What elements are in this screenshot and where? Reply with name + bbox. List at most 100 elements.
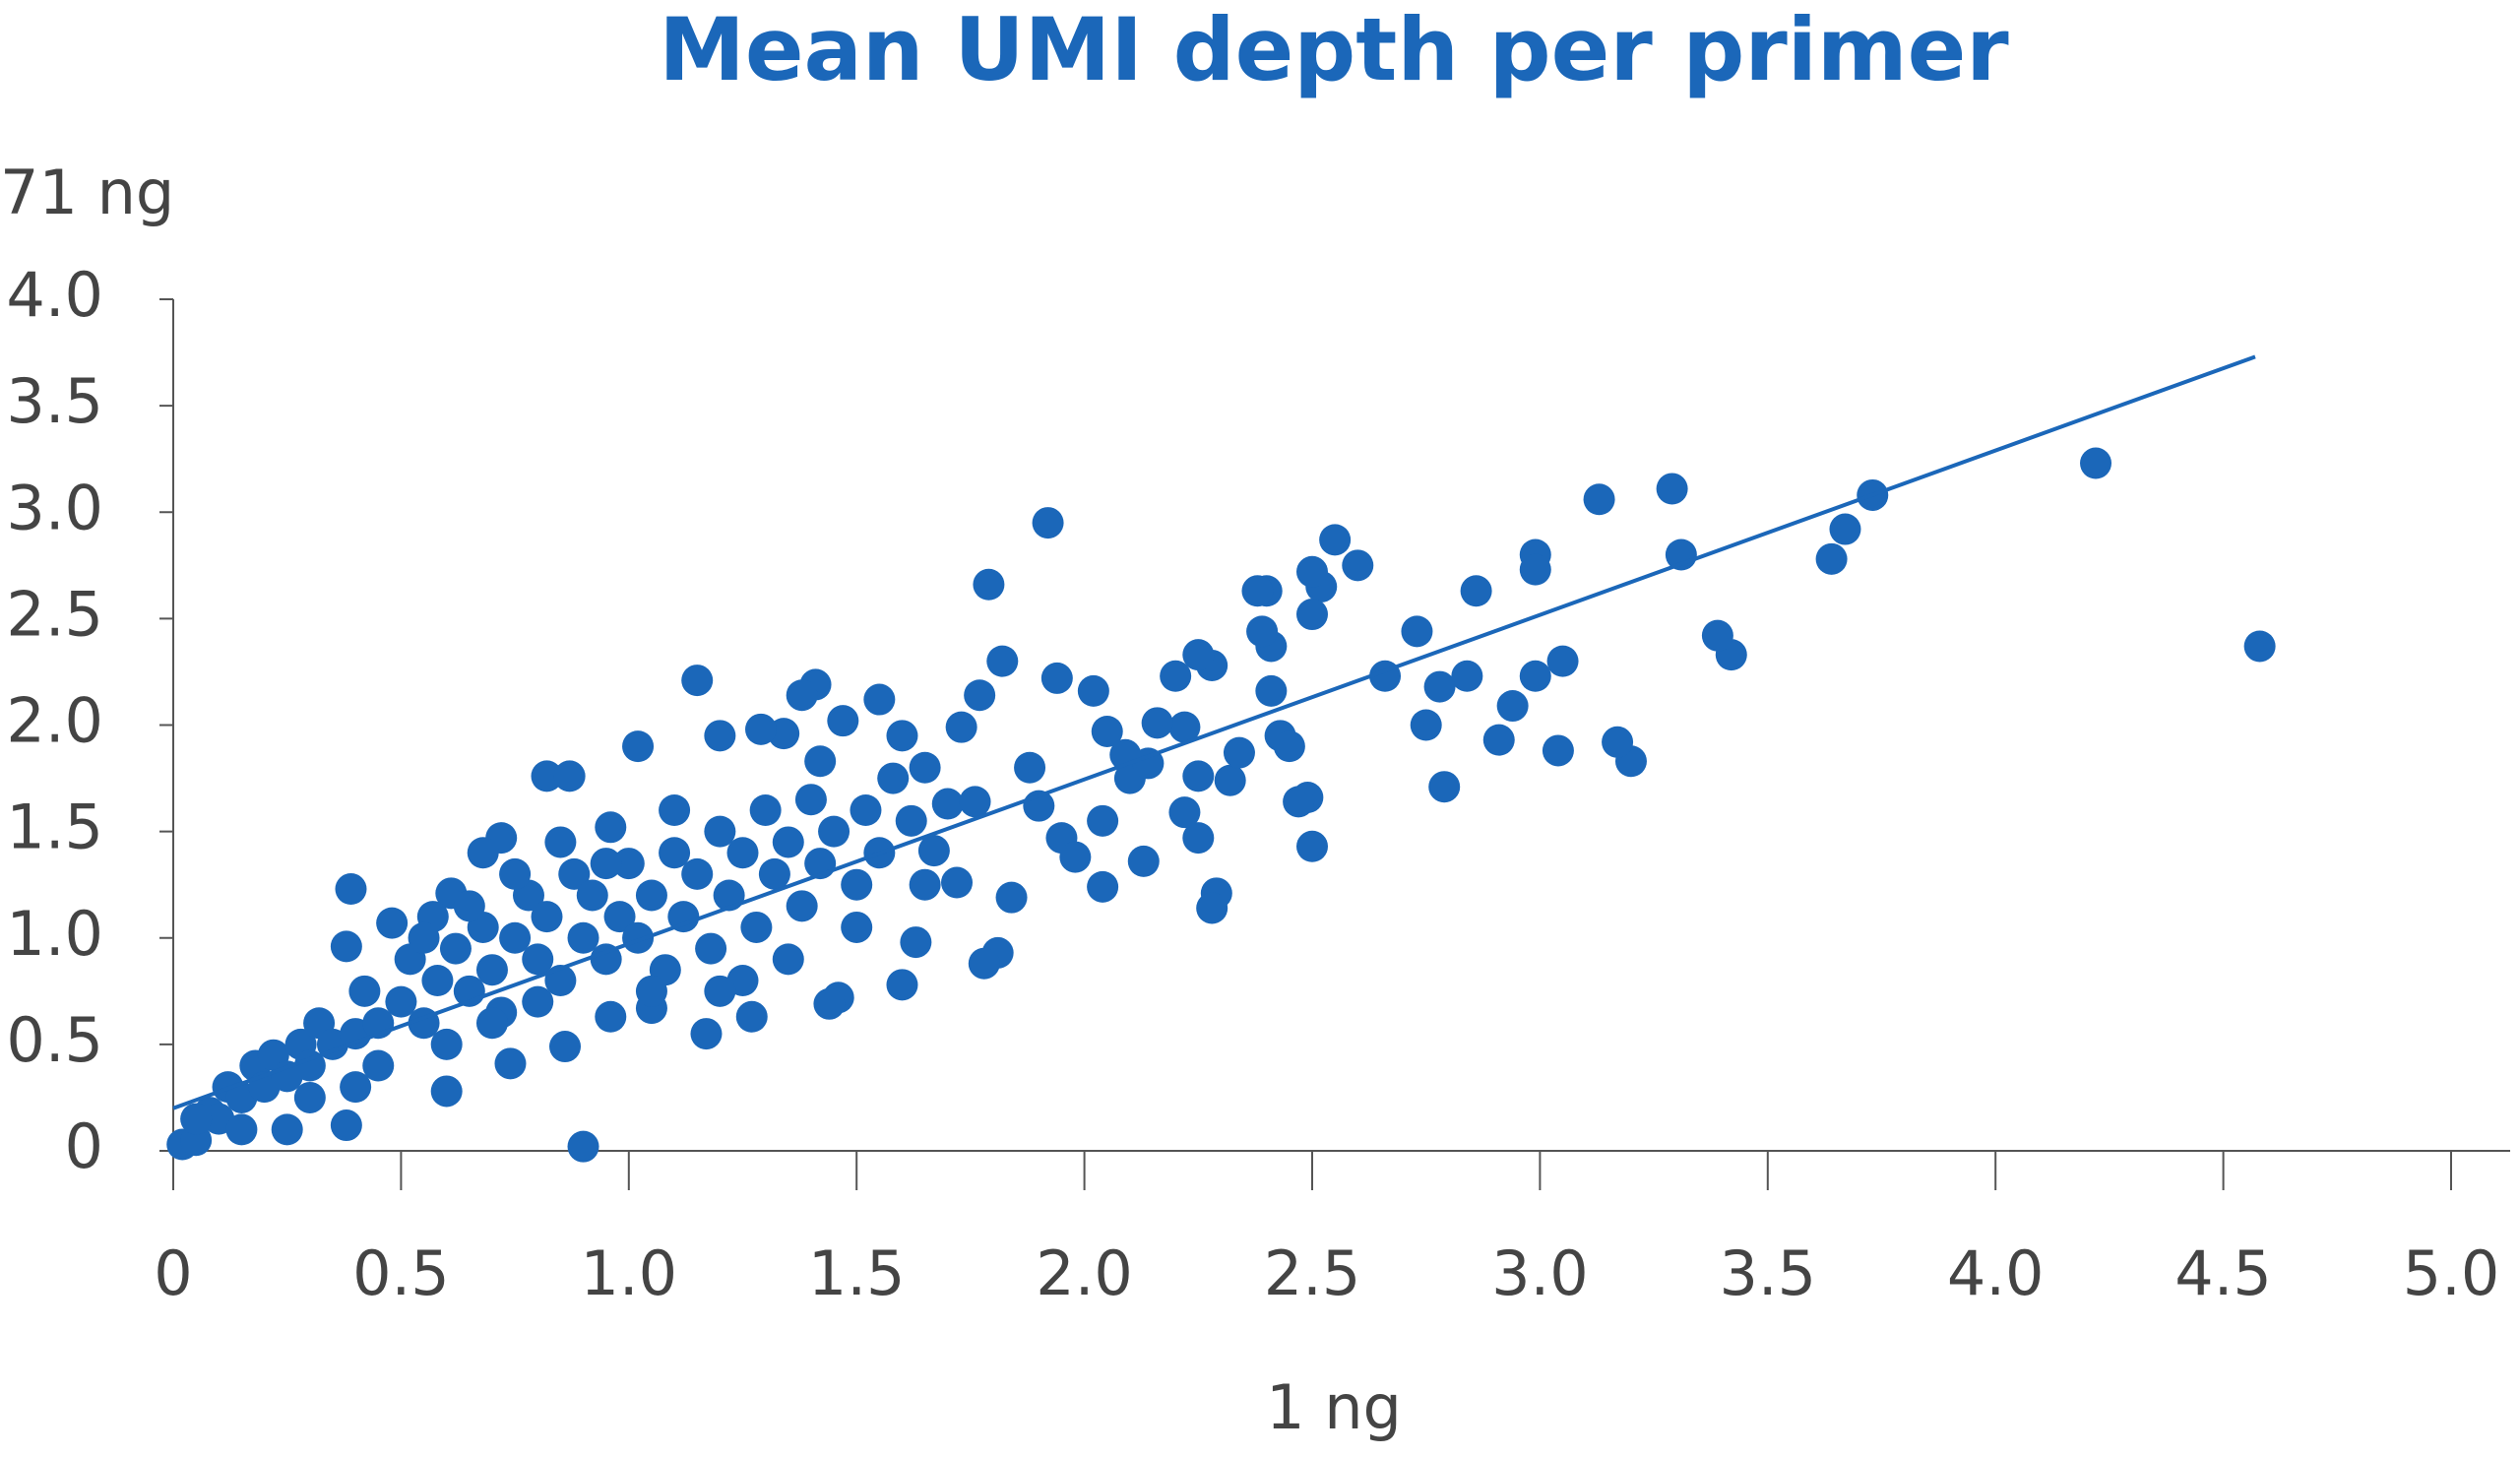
point	[430, 1028, 463, 1060]
point	[1087, 870, 1119, 903]
x-tick-label: 4.0	[1947, 1237, 2045, 1309]
x-tick-label: 5.0	[2403, 1237, 2500, 1309]
point	[1246, 615, 1279, 648]
point	[1241, 575, 1274, 607]
y-tick-label: 2.0	[6, 685, 103, 757]
point	[531, 901, 563, 933]
point	[945, 711, 977, 743]
point	[1214, 764, 1246, 796]
point	[704, 720, 736, 752]
point	[595, 811, 627, 844]
point	[522, 985, 554, 1018]
point	[467, 837, 499, 869]
y-tick-label: 1.5	[6, 792, 103, 863]
point	[180, 1103, 213, 1135]
y-tick-label: 4.0	[6, 259, 103, 331]
x-tick-label: 1.5	[808, 1237, 906, 1309]
point	[362, 1049, 395, 1082]
point	[330, 1109, 362, 1142]
point	[271, 1113, 303, 1146]
point	[941, 866, 974, 899]
point	[740, 911, 773, 943]
point	[558, 857, 591, 890]
y-axis-label: 71 ng	[0, 157, 174, 228]
x-tick-label: 3.5	[1719, 1237, 1816, 1309]
point	[931, 788, 964, 820]
point	[1401, 615, 1433, 648]
point	[531, 760, 563, 792]
trend-line	[172, 354, 2256, 1110]
point	[1160, 660, 1192, 692]
point	[340, 1071, 372, 1104]
point	[635, 975, 667, 1007]
point	[772, 943, 804, 976]
point	[877, 762, 910, 794]
point	[1141, 707, 1173, 739]
point	[1496, 690, 1529, 723]
x-tick-label: 4.5	[2174, 1237, 2272, 1309]
point	[681, 665, 714, 697]
point	[385, 985, 417, 1018]
point	[622, 921, 655, 954]
point	[430, 1075, 463, 1108]
point	[863, 683, 896, 716]
point	[522, 943, 554, 976]
point	[499, 857, 532, 890]
point	[567, 1130, 599, 1163]
point	[973, 568, 1005, 601]
point	[622, 730, 655, 763]
point	[1127, 845, 1160, 877]
point	[603, 901, 636, 933]
point	[1542, 734, 1574, 767]
point	[1451, 660, 1483, 692]
point	[1014, 751, 1046, 784]
x-tick-label: 0.5	[352, 1237, 450, 1309]
point	[475, 954, 508, 986]
point	[1182, 760, 1215, 792]
y-tick-label: 1.0	[6, 898, 103, 970]
point	[1168, 711, 1201, 743]
point	[659, 837, 691, 869]
x-axis-label: 1 ng	[1266, 1371, 1402, 1443]
point	[225, 1113, 258, 1146]
point	[475, 1007, 508, 1040]
point	[1602, 726, 1634, 758]
point	[544, 826, 577, 858]
y-tick-label: 3.0	[6, 472, 103, 543]
point	[1428, 771, 1461, 803]
point	[850, 794, 882, 826]
x-tick-label: 2.0	[1036, 1237, 1133, 1309]
point	[1701, 619, 1733, 652]
point	[1296, 599, 1328, 631]
point	[726, 837, 759, 869]
point	[968, 947, 1000, 980]
point	[612, 848, 645, 880]
point	[1087, 804, 1119, 837]
point	[1077, 674, 1109, 707]
y-tick-label: 0	[65, 1110, 103, 1182]
point	[1583, 483, 1615, 516]
point	[827, 705, 859, 737]
point	[330, 930, 362, 963]
point	[804, 745, 837, 778]
point	[749, 794, 782, 826]
point	[1255, 674, 1288, 707]
point	[348, 975, 381, 1007]
y-tick-label: 3.5	[6, 365, 103, 437]
point	[704, 975, 736, 1007]
point	[590, 943, 622, 976]
point	[1223, 736, 1255, 769]
point	[1423, 670, 1456, 703]
point	[408, 921, 440, 954]
point	[635, 879, 667, 912]
point	[745, 713, 778, 745]
chart-title: Mean UMI depth per primer	[659, 0, 2009, 100]
point	[681, 857, 714, 890]
y-tick-label: 0.5	[6, 1004, 103, 1076]
point	[1283, 786, 1315, 818]
point	[439, 932, 472, 965]
point	[1482, 724, 1515, 756]
x-tick-label: 2.5	[1264, 1237, 1361, 1309]
